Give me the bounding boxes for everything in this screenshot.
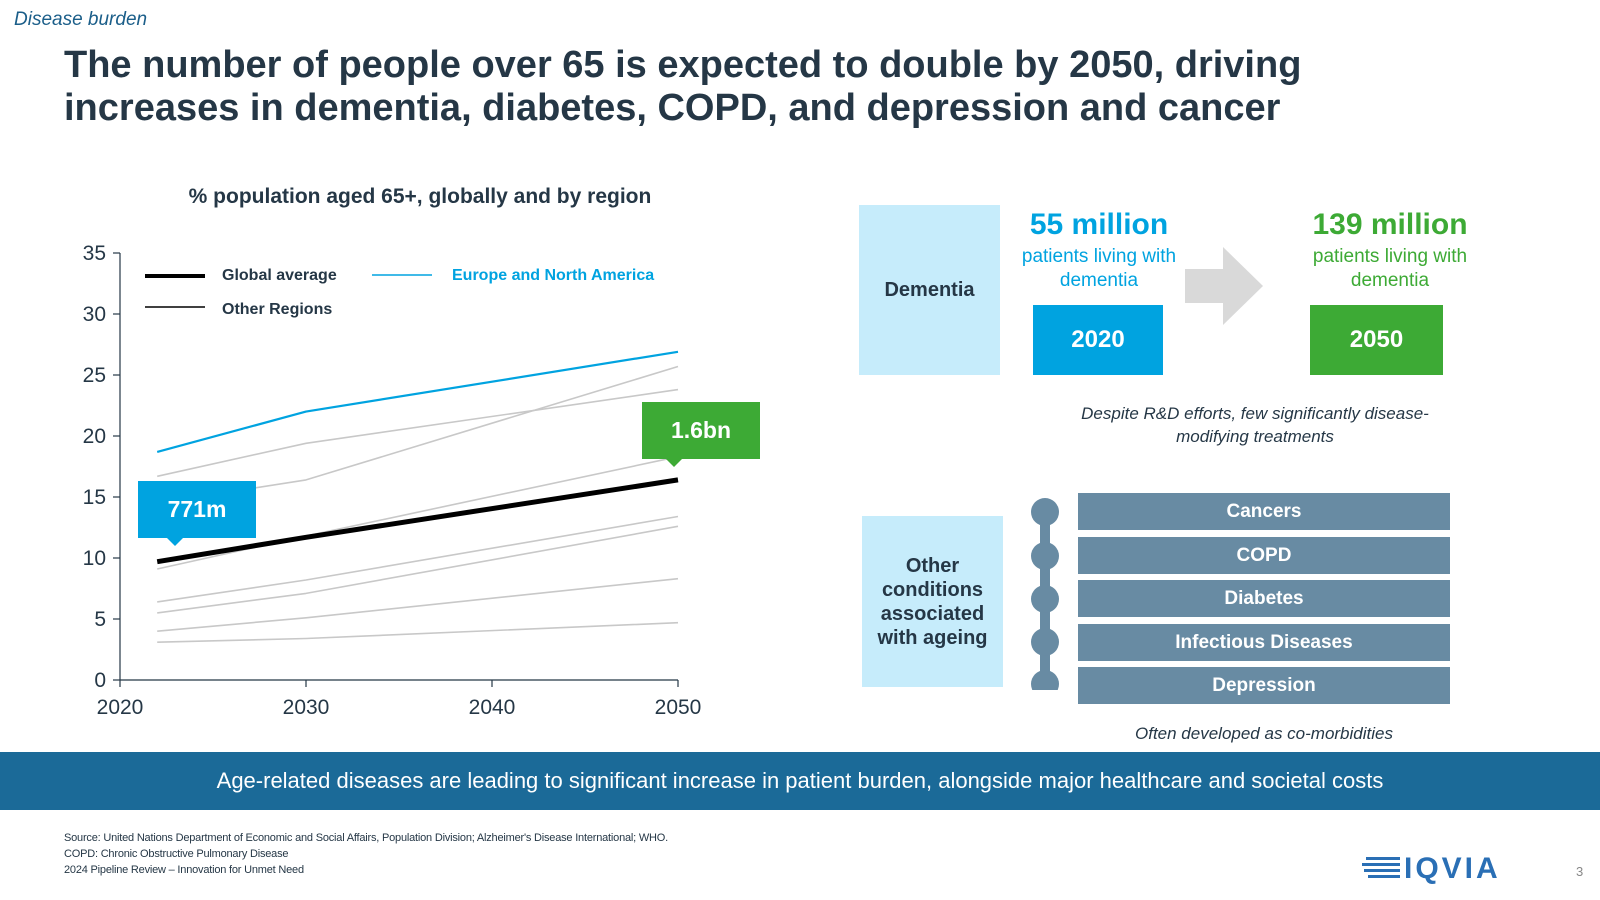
- series-europe-north-america: [156, 350, 679, 453]
- y-tick-label: 0: [94, 669, 106, 692]
- series-other-region-6: [157, 525, 679, 614]
- chart-series-group: [156, 350, 679, 643]
- dementia-2050-desc: patients living with dementia: [1312, 246, 1468, 291]
- condition-depression: Depression: [1078, 667, 1450, 704]
- line-chart: 0 5 10 15 20 25 30 35 2020 2030 2040 2050 Global av…: [83, 242, 702, 719]
- callout-771m-pointer: [166, 537, 184, 546]
- y-tick-label: 35: [83, 242, 106, 265]
- y-tick-label: 5: [94, 608, 106, 631]
- chart-title: % population aged 65+, globally and by r…: [188, 185, 652, 208]
- x-tick-label: 2030: [283, 696, 330, 719]
- timeline-connector-icon: [1031, 498, 1059, 690]
- right-arrow-icon: [1185, 247, 1263, 325]
- footnote-source: Source: United Nations Department of Eco…: [64, 832, 668, 844]
- condition-infectious-diseases: Infectious Diseases: [1078, 623, 1450, 661]
- condition-copd: COPD: [1078, 536, 1450, 574]
- series-other-region-5: [157, 515, 679, 603]
- callout-1.6bn-pointer: [665, 458, 683, 467]
- dementia-2020-desc: patients living with dementia: [1021, 246, 1177, 291]
- x-tick-label: 2050: [655, 696, 702, 719]
- condition-diabetes: Diabetes: [1078, 580, 1450, 617]
- chart-axes: 0 5 10 15 20 25 30 35 2020 2030 2040 2050: [83, 242, 702, 719]
- iqvia-logo-icon: [1362, 857, 1400, 878]
- page-title: The number of people over 65 is expected…: [64, 44, 1302, 129]
- series-global-average: [156, 477, 679, 565]
- callout-1.6bn: 1.6bn: [642, 402, 760, 459]
- other-conditions-label: Other conditions associated with ageing: [862, 516, 1003, 687]
- y-tick-label: 10: [83, 547, 106, 570]
- series-other-region-7: [157, 577, 679, 632]
- dementia-2050-value: 139 million: [1312, 208, 1468, 241]
- section-tag: Disease burden: [14, 9, 148, 30]
- y-tick-label: 20: [83, 425, 106, 448]
- legend-label-other-regions: Other Regions: [222, 301, 332, 318]
- series-other-region-2: [157, 388, 679, 478]
- series-other-region-8: [157, 621, 679, 643]
- legend-label-global-average: Global average: [222, 267, 337, 284]
- y-tick-label: 30: [83, 303, 106, 326]
- footnote-abbreviation: COPD: Chronic Obstructive Pulmonary Dise…: [64, 848, 289, 860]
- page-number: 3: [1576, 864, 1584, 879]
- year-2020-box: 2020: [1033, 305, 1163, 375]
- iqvia-logo-text: IQVIA: [1404, 852, 1501, 885]
- conditions-list: Cancers COPD Diabetes Infectious Disease…: [1078, 493, 1450, 711]
- y-tick-label: 25: [83, 364, 106, 387]
- x-tick-label: 2020: [97, 696, 144, 719]
- y-tick-label: 15: [83, 486, 106, 509]
- conclusion-banner: [0, 752, 1600, 810]
- x-tick-label: 2040: [469, 696, 516, 719]
- dementia-2020-value: 55 million: [1029, 208, 1169, 241]
- chart-legend: Global average Europe and North America Ot…: [145, 267, 654, 318]
- legend-label-europe-north-america: Europe and North America: [452, 267, 654, 284]
- footnote-document: 2024 Pipeline Review – Innovation for Un…: [64, 864, 304, 876]
- dementia-label: Dementia: [859, 205, 1000, 375]
- dementia-note: Despite R&D efforts, few significantly d…: [1081, 404, 1429, 446]
- condition-cancers: Cancers: [1078, 493, 1450, 530]
- conclusion-banner-text: Age-related diseases are leading to sign…: [216, 768, 1384, 793]
- year-2050-box: 2050: [1310, 305, 1443, 375]
- comorbidities-note: Often developed as co-morbidities: [1135, 724, 1393, 743]
- callout-771m: 771m: [138, 481, 256, 538]
